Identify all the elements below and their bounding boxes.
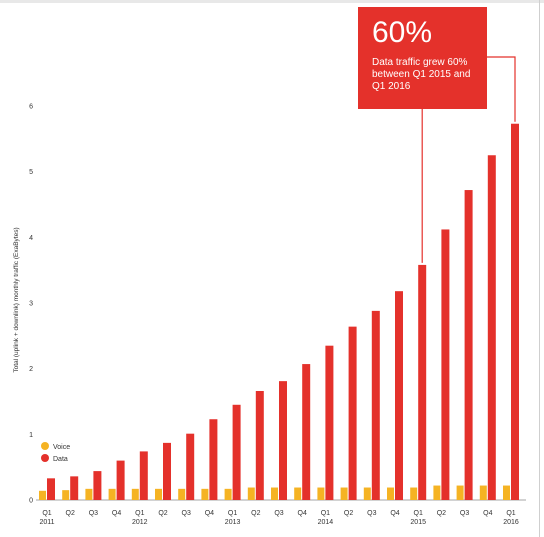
bar-data xyxy=(487,155,496,500)
x-tick-quarter: Q4 xyxy=(205,510,214,517)
top-border xyxy=(0,0,544,3)
bar-data xyxy=(371,310,380,500)
x-tick-quarter: Q2 xyxy=(66,510,75,517)
x-tick-quarter: Q3 xyxy=(274,510,283,517)
x-tick-year: 2011 xyxy=(39,519,54,526)
x-tick-quarter: Q2 xyxy=(251,510,260,517)
x-tick-quarter: Q1 xyxy=(414,510,423,517)
bar-data xyxy=(255,390,264,500)
bar-data xyxy=(441,229,450,500)
annotation-text: Data traffic grew 60% between Q1 2015 an… xyxy=(372,57,471,92)
x-tick-quarter: Q4 xyxy=(298,510,307,517)
bar-voice xyxy=(503,485,510,500)
bar-data xyxy=(186,433,195,500)
legend-label-voice: Voice xyxy=(53,444,70,451)
bar-voice xyxy=(85,488,93,500)
y-axis-title: Total (uplink + downlink) monthly traffi… xyxy=(13,227,20,372)
x-tick-quarter: Q1 xyxy=(506,510,515,517)
right-border xyxy=(539,0,540,537)
bar-voice xyxy=(62,490,70,500)
x-tick-year: 2012 xyxy=(132,519,148,526)
y-tick-label: 1 xyxy=(29,432,33,439)
bar-data xyxy=(279,381,287,500)
bar-voice xyxy=(224,488,232,500)
bar-data xyxy=(70,476,79,500)
bar-voice xyxy=(201,488,209,500)
x-tick-quarter: Q4 xyxy=(390,510,399,517)
bar-voice xyxy=(294,487,302,500)
legend-swatch-voice xyxy=(41,442,49,450)
bar-data xyxy=(302,364,311,500)
x-tick-quarter: Q1 xyxy=(135,510,144,517)
bars xyxy=(39,123,519,500)
x-tick-quarter: Q1 xyxy=(42,510,51,517)
bar-data xyxy=(116,460,125,500)
x-tick-year: 2015 xyxy=(410,519,426,526)
x-tick-quarter: Q4 xyxy=(112,510,121,517)
x-tick-quarter: Q3 xyxy=(367,510,376,517)
bar-data xyxy=(139,451,148,500)
x-tick-quarter: Q3 xyxy=(182,510,191,517)
y-tick-label: 4 xyxy=(29,235,33,242)
x-tick-quarter: Q1 xyxy=(228,510,237,517)
bar-data xyxy=(47,478,55,500)
annotation-value: 60% xyxy=(372,16,433,49)
bar-data xyxy=(209,419,218,500)
bar-voice xyxy=(363,487,371,500)
bar-data xyxy=(418,264,427,500)
y-tick-label: 2 xyxy=(29,366,33,373)
annotation-callout: 60% Data traffic grew 60% between Q1 201… xyxy=(358,7,487,109)
bar-data xyxy=(163,442,171,500)
callout-connectors xyxy=(421,56,516,263)
x-tick-quarter: Q2 xyxy=(437,510,446,517)
bar-voice xyxy=(479,485,487,500)
bar-data xyxy=(395,291,403,500)
x-tick-quarter: Q2 xyxy=(344,510,353,517)
bar-voice xyxy=(271,487,278,500)
bar-voice xyxy=(456,485,464,500)
x-tick-year: 2013 xyxy=(225,519,241,526)
bar-data xyxy=(325,345,334,500)
bar-voice xyxy=(410,487,418,500)
bar-data xyxy=(464,190,473,500)
bar-voice xyxy=(108,488,116,500)
bar-voice xyxy=(433,485,441,500)
bar-data xyxy=(348,326,357,500)
y-axis: 0 1 2 3 4 5 6 xyxy=(29,104,33,505)
x-axis-labels: Q1 2011 Q2 Q3 Q4 Q1 2012 Q2 Q3 Q4 Q1 2013 Q2 Q3 Q4 Q1 20… xyxy=(39,510,518,526)
y-tick-label: 3 xyxy=(29,301,33,308)
legend: Voice Data xyxy=(41,442,70,463)
y-tick-label: 5 xyxy=(29,169,33,176)
x-tick-quarter: Q3 xyxy=(460,510,469,517)
bar-voice xyxy=(155,488,162,500)
legend-label-data: Data xyxy=(53,456,68,463)
x-tick-quarter: Q4 xyxy=(483,510,492,517)
bar-data xyxy=(232,404,241,500)
y-tick-label: 0 xyxy=(29,498,33,505)
legend-swatch-data xyxy=(41,454,49,462)
bar-data xyxy=(511,123,519,500)
y-tick-label: 6 xyxy=(29,104,33,111)
bar-voice xyxy=(131,488,139,500)
bar-voice xyxy=(247,487,255,500)
bar-voice xyxy=(387,487,394,500)
bar-data xyxy=(93,471,102,500)
bar-voice xyxy=(340,487,348,500)
x-tick-year: 2016 xyxy=(503,519,519,526)
bar-voice xyxy=(178,488,186,500)
x-tick-quarter: Q3 xyxy=(89,510,98,517)
x-tick-quarter: Q2 xyxy=(158,510,167,517)
connector-q1-2016 xyxy=(487,56,516,122)
bar-voice xyxy=(317,487,325,500)
bar-voice xyxy=(39,490,46,500)
x-tick-quarter: Q1 xyxy=(321,510,330,517)
x-tick-year: 2014 xyxy=(318,519,334,526)
